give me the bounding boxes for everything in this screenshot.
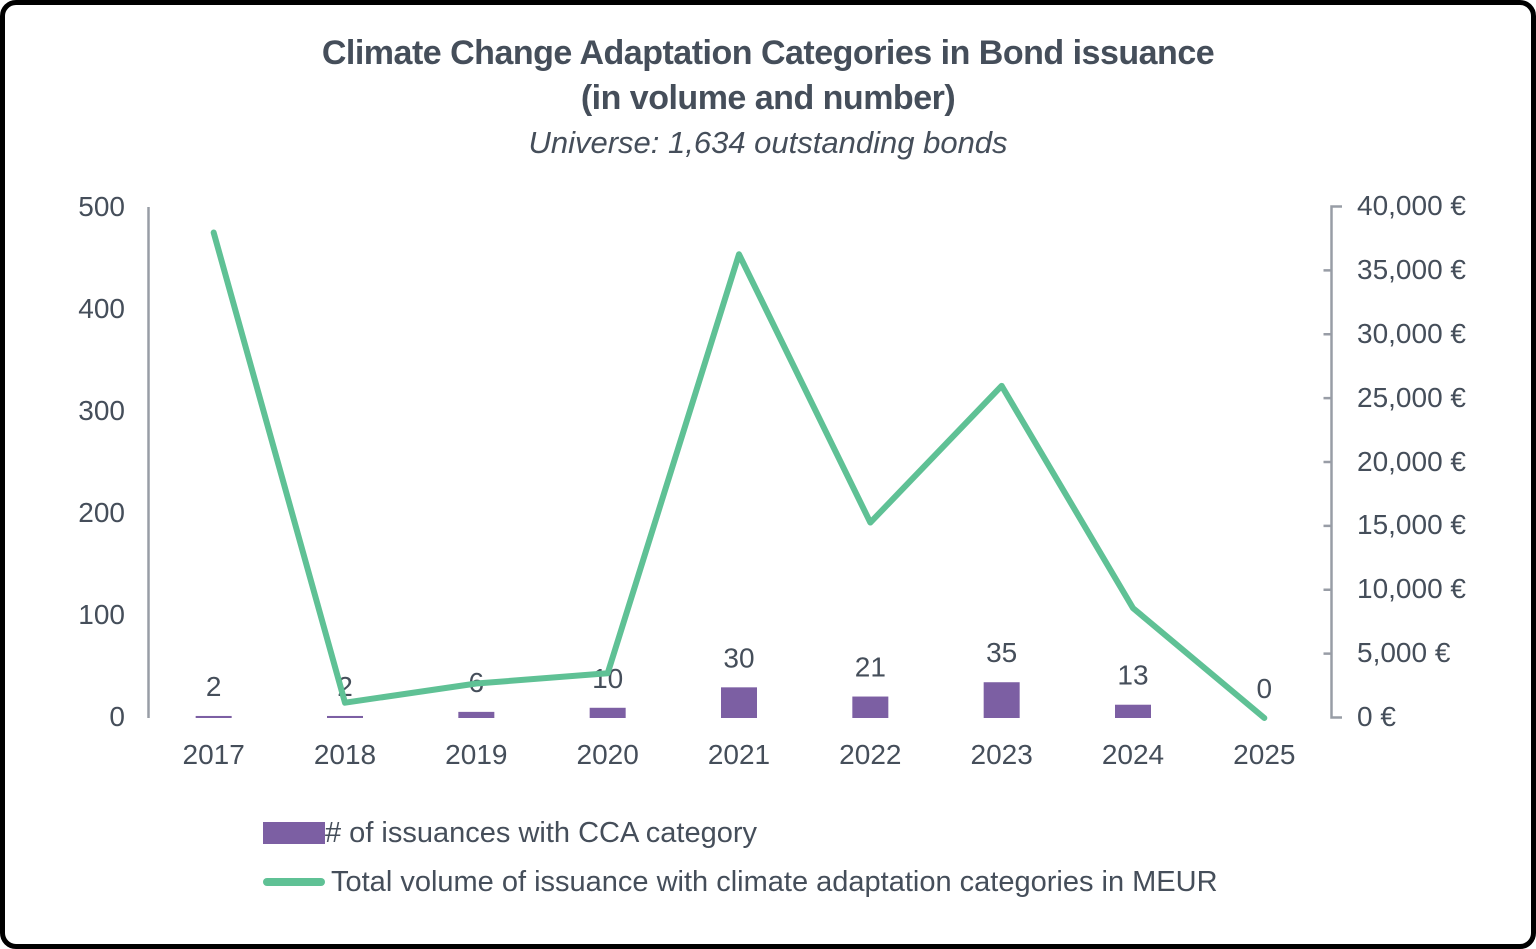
- bar-2021: [721, 687, 757, 718]
- x-axis-label-2018: 2018: [313, 739, 377, 770]
- chart-subtitle: Universe: 1,634 outstanding bonds: [528, 125, 1008, 160]
- chart-title-line-1: Climate Change Adaptation Categories in …: [321, 34, 1215, 72]
- chart-title-line-2: (in volume and number): [580, 79, 956, 117]
- bar-2023: [983, 682, 1020, 718]
- right-axis-tick-label: 5,000 €: [1357, 637, 1451, 669]
- left-axis-tick-label: 200: [78, 497, 125, 528]
- bar-value-label: 30: [723, 642, 754, 673]
- right-axis-tick-label: 35,000 €: [1357, 253, 1466, 285]
- legend-item-line: Total volume of issuance with climate ad…: [263, 866, 1218, 898]
- x-axis-label-2022: 2022: [839, 739, 902, 770]
- right-axis-line: [1330, 205, 1342, 719]
- bar-value-label: 2: [206, 671, 222, 702]
- bar-value-label: 13: [1117, 660, 1148, 691]
- legend-label-line: Total volume of issuance with climate ad…: [331, 866, 1218, 898]
- x-axis-label-2021: 2021: [707, 739, 771, 770]
- right-axis-tick-label: 20,000 €: [1357, 445, 1466, 477]
- left-axis-tick-label: 300: [78, 395, 125, 426]
- x-axis-label-2024: 2024: [1101, 739, 1165, 770]
- x-axis-label-2020: 2020: [576, 739, 639, 770]
- bar-2020: [589, 707, 626, 718]
- right-axis-tick-label: 40,000 €: [1357, 190, 1466, 221]
- bar-2024: [1115, 704, 1151, 718]
- right-axis-tick-label: 10,000 €: [1357, 573, 1466, 605]
- bar-2019: [458, 711, 495, 718]
- x-axis-label-2025: 2025: [1233, 739, 1296, 770]
- bar-series-swatch-icon: [263, 822, 325, 844]
- left-axis-tick-label: 100: [78, 599, 125, 630]
- bar-2017: [195, 715, 232, 718]
- line-series-swatch-icon: [263, 878, 325, 886]
- x-axis-label-2017: 2017: [182, 739, 245, 770]
- right-axis-tick-label: 0 €: [1357, 701, 1396, 732]
- bar-value-label: 35: [986, 637, 1017, 668]
- left-axis-tick-label: 0: [109, 701, 125, 732]
- bar-value-label: 0: [1257, 673, 1273, 704]
- x-axis-label-2019: 2019: [445, 739, 508, 770]
- legend: # of issuances with CCA category Total v…: [263, 817, 1218, 898]
- bar-2018: [327, 715, 363, 718]
- legend-item-bars: # of issuances with CCA category: [263, 817, 1218, 849]
- bar-value-label: 21: [855, 652, 886, 683]
- volume-line: [210, 229, 1268, 721]
- right-axis-tick-label: 25,000 €: [1357, 381, 1466, 413]
- legend-label-bars: # of issuances with CCA category: [325, 817, 757, 849]
- bar-2022: [852, 696, 889, 718]
- right-axis-tick-label: 15,000 €: [1357, 509, 1466, 541]
- right-axis-tick-label: 30,000 €: [1357, 317, 1466, 349]
- x-axis-label-2023: 2023: [970, 739, 1033, 770]
- chart-header: Climate Change Adaptation Categories in …: [5, 31, 1531, 163]
- left-axis-tick-label: 500: [78, 191, 125, 222]
- left-axis-tick-label: 400: [78, 293, 125, 324]
